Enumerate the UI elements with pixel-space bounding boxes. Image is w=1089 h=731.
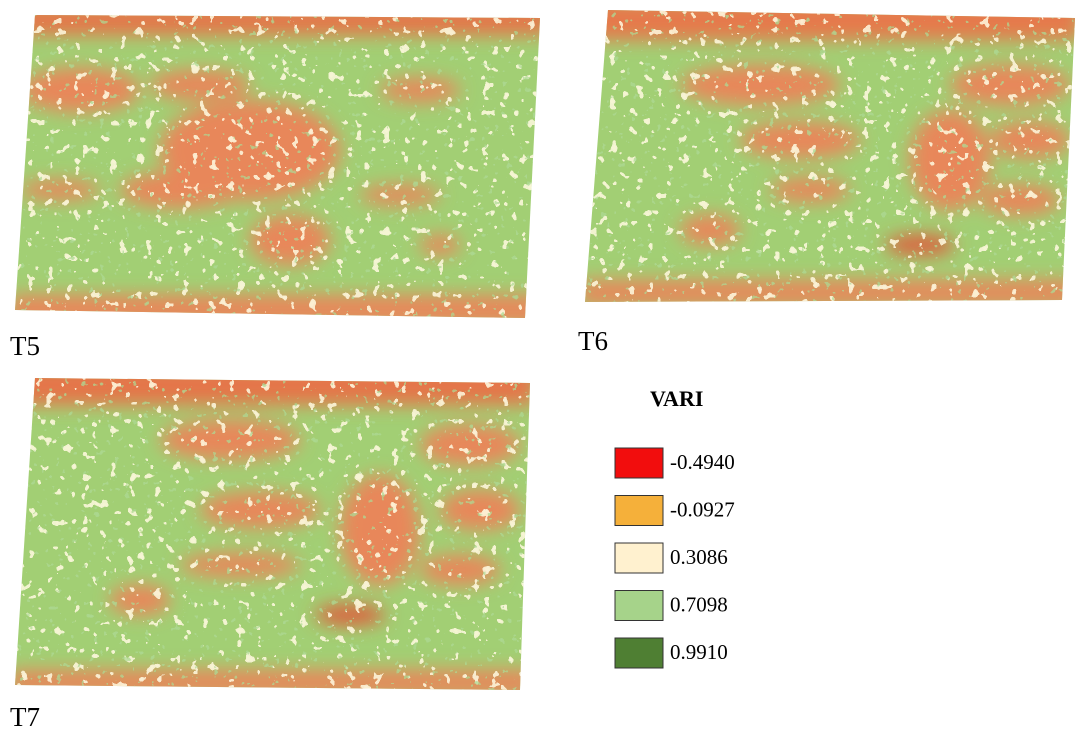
figure: T5 T6 T7 VARI -0.4940 -0.0927 0.3086 0.7098… bbox=[0, 0, 1089, 731]
legend-label: -0.4940 bbox=[670, 450, 735, 474]
panel-label: T6 bbox=[578, 326, 608, 356]
map-t5 bbox=[10, 5, 550, 325]
legend-swatch bbox=[615, 543, 663, 573]
legend-label: -0.0927 bbox=[670, 497, 735, 521]
legend-title: VARI bbox=[650, 386, 703, 411]
panel-label: T7 bbox=[10, 702, 40, 731]
legend-label: 0.3086 bbox=[670, 545, 728, 569]
legend-label: 0.7098 bbox=[670, 592, 728, 616]
legend-swatch bbox=[615, 591, 663, 621]
legend-swatch bbox=[615, 448, 663, 478]
map-t6 bbox=[580, 0, 1080, 305]
legend-swatch bbox=[615, 638, 663, 668]
map-t7 bbox=[10, 365, 535, 695]
legend: -0.4940 -0.0927 0.3086 0.7098 0.9910 bbox=[615, 448, 735, 668]
legend-label: 0.9910 bbox=[670, 640, 728, 664]
legend-swatch bbox=[615, 496, 663, 526]
panel-label: T5 bbox=[10, 331, 40, 361]
